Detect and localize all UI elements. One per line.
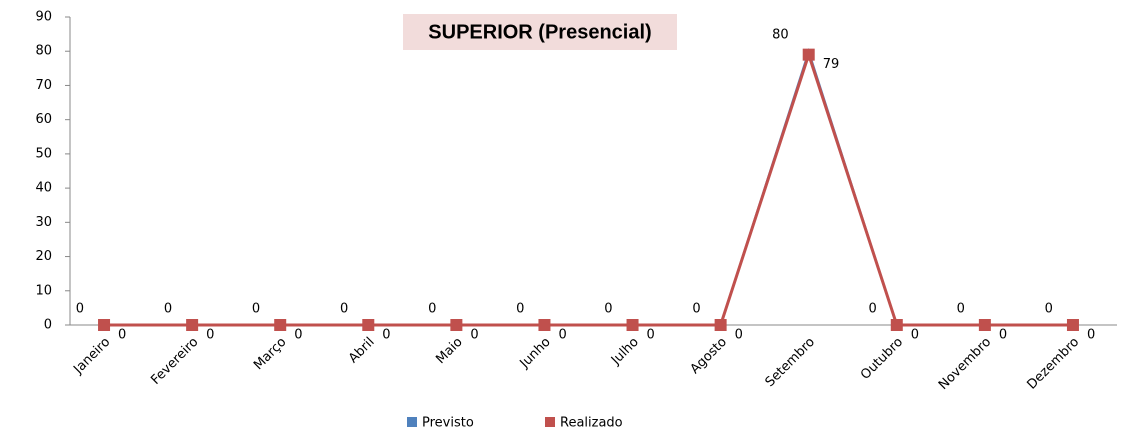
marker xyxy=(802,48,815,61)
x-tick-label: Julho xyxy=(608,335,642,369)
y-tick-label: 60 xyxy=(35,112,52,127)
data-label: 0 xyxy=(206,328,214,343)
marker xyxy=(186,319,199,331)
data-label: 0 xyxy=(294,328,302,343)
x-tick-label: Abril xyxy=(346,335,378,367)
marker xyxy=(538,319,551,331)
legend-label: Previsto xyxy=(422,416,474,431)
x-tick-label: Setembro xyxy=(763,335,818,390)
legend-swatch xyxy=(545,417,555,427)
data-label: 0 xyxy=(428,302,436,317)
data-label: 0 xyxy=(869,302,877,317)
x-tick-label: Março xyxy=(251,335,289,373)
marker xyxy=(362,319,375,331)
data-label: 0 xyxy=(252,302,260,317)
marker xyxy=(978,319,991,331)
data-label: 0 xyxy=(647,328,655,343)
data-label: 0 xyxy=(516,302,524,317)
y-tick-label: 90 xyxy=(35,10,52,25)
data-label: 0 xyxy=(735,328,743,343)
data-label: 0 xyxy=(340,302,348,317)
y-tick-label: 50 xyxy=(35,146,52,161)
y-tick-label: 30 xyxy=(35,215,52,230)
data-label: 0 xyxy=(604,302,612,317)
data-label: 79 xyxy=(823,57,840,72)
y-tick-label: 70 xyxy=(35,78,52,93)
marker xyxy=(890,319,903,331)
data-label: 0 xyxy=(1045,302,1053,317)
x-tick-label: Outubro xyxy=(858,335,906,383)
x-tick-label: Dezembro xyxy=(1024,335,1082,393)
data-label: 0 xyxy=(118,328,126,343)
data-label: 0 xyxy=(1087,328,1095,343)
data-label: 0 xyxy=(470,328,478,343)
data-label: 0 xyxy=(692,302,700,317)
marker xyxy=(98,319,111,331)
data-label: 0 xyxy=(382,328,390,343)
y-tick-label: 10 xyxy=(35,283,52,298)
marker xyxy=(626,319,639,331)
x-tick-label: Fevereiro xyxy=(148,335,201,388)
y-tick-label: 20 xyxy=(35,249,52,264)
marker xyxy=(450,319,463,331)
legend-label: Realizado xyxy=(560,416,623,431)
title-box xyxy=(403,14,677,50)
data-label: 0 xyxy=(76,302,84,317)
marker xyxy=(1066,319,1079,331)
data-label: 0 xyxy=(911,328,919,343)
y-tick-label: 80 xyxy=(35,44,52,59)
marker xyxy=(274,319,287,331)
y-tick-label: 40 xyxy=(35,181,52,196)
x-tick-label: Novembro xyxy=(936,335,994,393)
chart-title: SUPERIOR (Presencial) xyxy=(428,21,651,43)
x-tick-label: Junho xyxy=(517,335,554,372)
y-tick-label: 0 xyxy=(44,318,52,333)
data-label: 0 xyxy=(558,328,566,343)
series-line xyxy=(104,47,1073,326)
marker xyxy=(714,319,727,331)
x-tick-label: Janeiro xyxy=(70,335,113,378)
x-tick-label: Agosto xyxy=(688,335,730,377)
legend-swatch xyxy=(407,417,417,427)
data-label: 0 xyxy=(164,302,172,317)
data-label: 0 xyxy=(957,302,965,317)
data-label: 0 xyxy=(999,328,1007,343)
series-line xyxy=(104,49,1073,327)
data-label: 80 xyxy=(772,28,789,43)
x-tick-label: Maio xyxy=(433,335,465,367)
